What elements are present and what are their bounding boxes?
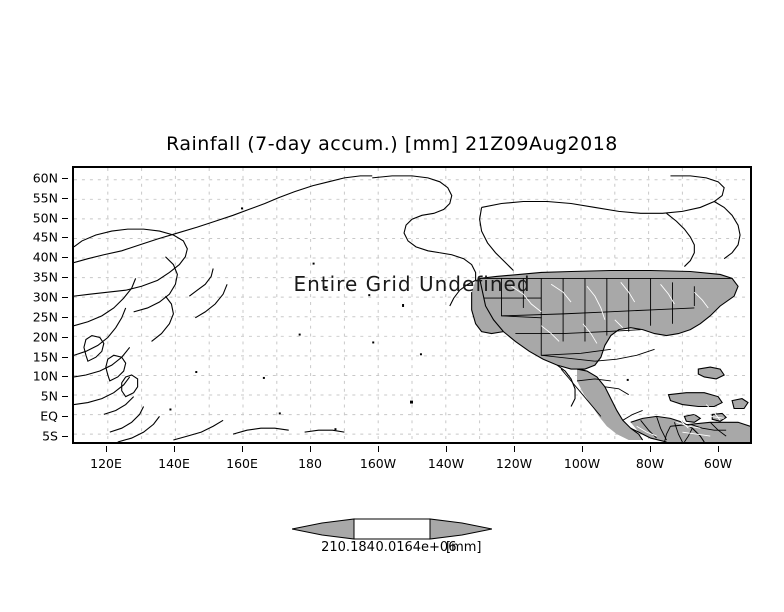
- y-axis-tick: [62, 197, 68, 199]
- colorbar-left-cap: [292, 518, 355, 540]
- y-axis-tick-label: 5S: [42, 428, 58, 444]
- y-axis-tick: [62, 316, 68, 318]
- y-axis-tick: [62, 257, 68, 259]
- undefined-grid-overlay: Entire Grid Undefined: [74, 168, 750, 442]
- x-axis-tick-label: 100W: [563, 456, 601, 471]
- page-title: Rainfall (7-day accum.) [mm] 21Z09Aug201…: [166, 133, 618, 155]
- colorbar-center: [353, 518, 431, 540]
- y-axis-tick: [62, 436, 68, 438]
- y-axis-tick: [62, 356, 68, 358]
- x-axis-tick-label: 120W: [495, 456, 533, 471]
- x-axis-tick: [582, 446, 583, 452]
- colorbar-tick-label: 210.184: [321, 540, 375, 555]
- y-axis-tick: [62, 237, 68, 239]
- x-axis-tick: [650, 446, 651, 452]
- x-axis-tick-label: 160W: [359, 456, 397, 471]
- y-axis-tick-label: EQ: [40, 408, 58, 424]
- y-axis-tick: [62, 396, 68, 398]
- world-map: [74, 175, 750, 442]
- colorbar-unit-label: [mm]: [446, 540, 482, 555]
- colorbar-swatch: [292, 518, 492, 540]
- y-axis-tick-label: 50N: [32, 210, 58, 226]
- y-axis-tick: [62, 177, 68, 179]
- x-axis-tick-label: 80W: [635, 456, 665, 471]
- y-axis-tick: [62, 277, 68, 279]
- x-axis-tick-label: 140W: [427, 456, 465, 471]
- x-axis-tick: [106, 446, 107, 452]
- x-axis-tick-label: 160E: [226, 456, 258, 471]
- y-axis-tick-label: 30N: [32, 289, 58, 305]
- colorbar-tick-label: 0.0164e+06: [375, 540, 457, 555]
- y-axis-tick: [62, 416, 68, 418]
- colorbar-right-cap: [429, 518, 492, 540]
- y-axis-tick-label: 45N: [32, 229, 58, 245]
- colorbar: 210.184 0.0164e+06 [mm]: [0, 516, 784, 576]
- x-axis-tick: [174, 446, 175, 452]
- y-axis-tick-label: 10N: [32, 368, 58, 384]
- map-plot-area: Entire Grid Undefined: [72, 166, 752, 444]
- y-axis-tick: [62, 297, 68, 299]
- x-axis-tick-label: 60W: [703, 456, 733, 471]
- y-axis-tick-label: 55N: [32, 190, 58, 206]
- x-axis-tick: [242, 446, 243, 452]
- y-axis-labels: 60N 55N 50N 45N 40N 35N 30N 25N 20N 15N 10N 5N EQ 5S: [0, 166, 68, 444]
- x-axis-tick: [310, 446, 311, 452]
- y-axis-tick: [62, 217, 68, 219]
- y-axis-tick-label: 25N: [32, 309, 58, 325]
- y-axis-tick-label: 35N: [32, 269, 58, 285]
- river-lines: [511, 282, 725, 437]
- y-axis-tick-label: 5N: [40, 388, 58, 404]
- x-axis-tick: [446, 446, 447, 452]
- political-borders: [479, 277, 733, 442]
- y-axis-tick: [62, 376, 68, 378]
- undefined-grid-message: Entire Grid Undefined: [293, 272, 531, 296]
- x-axis-labels: 120E 140E 160E 180 160W 140W 120W 100W 80W 60W: [72, 446, 752, 471]
- colorbar-labels: 210.184 0.0164e+06 [mm]: [0, 540, 784, 560]
- y-axis-tick-label: 15N: [32, 349, 58, 365]
- y-axis-tick-label: 40N: [32, 249, 58, 265]
- x-axis-tick-label: 120E: [90, 456, 122, 471]
- y-axis-tick-label: 20N: [32, 329, 58, 345]
- map-dots: [169, 207, 629, 431]
- x-axis-tick: [718, 446, 719, 452]
- y-axis-tick-label: 60N: [32, 170, 58, 186]
- x-axis-tick: [378, 446, 379, 452]
- y-axis-tick: [62, 336, 68, 338]
- x-axis-tick-label: 180: [298, 456, 322, 471]
- x-axis-tick: [514, 446, 515, 452]
- x-axis-tick-label: 140E: [158, 456, 190, 471]
